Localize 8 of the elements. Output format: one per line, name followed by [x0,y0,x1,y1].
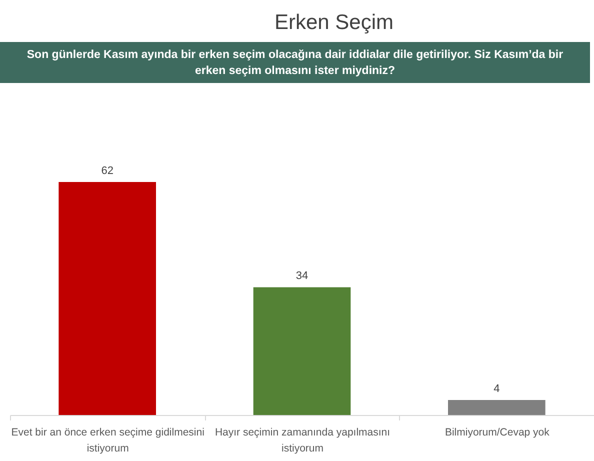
x-tick-label: Evet bir an önce erken seçime gidilmesini istiyorum [11,426,204,454]
data-label: 62 [101,165,114,177]
data-label: 4 [494,382,500,395]
x-tick-label: Bilmiyorum/Cevap yok [444,426,550,438]
data-label: 34 [296,270,308,282]
chart-title: Erken Seçim [273,10,395,36]
chart-subtitle: Son günlerde Kasım ayında bir erken seçim olacağına dair iddialar dile getiriliyor. Siz Kasım’da bir erken seçim olmasını ister miydiniz? [26,48,564,78]
x-tick-label: Hayır seçimin zamanında yapılmasını istiyorum [214,426,390,454]
